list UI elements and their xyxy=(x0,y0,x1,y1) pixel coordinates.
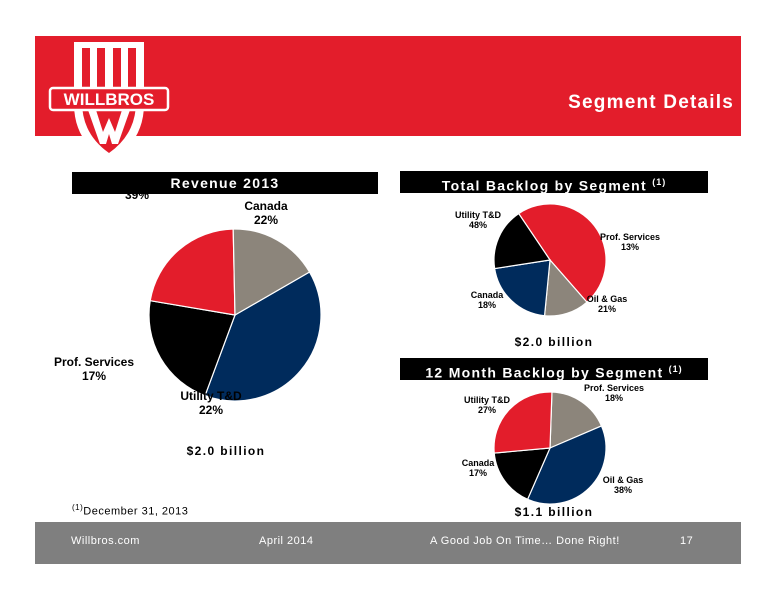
slice-label-name: Canada xyxy=(244,199,288,213)
revenue-total: $2.0 billion xyxy=(186,444,266,458)
slice-label-oil-gas: Oil & Gas 38% xyxy=(603,475,644,495)
slice-label-percent: 18% xyxy=(478,300,496,310)
slice-label-percent: 22% xyxy=(199,403,223,417)
month-backlog-title-text: 12 Month Backlog by Segment xyxy=(425,364,664,381)
slice-label-percent: 13% xyxy=(621,242,639,252)
slice-label-name: Oil & Gas xyxy=(110,174,164,188)
slice-label-name: Utility T&D xyxy=(180,389,242,403)
willbros-logo: WILLBROS xyxy=(48,42,170,162)
revenue-title-text: Revenue 2013 xyxy=(170,175,280,191)
slice-label-prof-services: Prof. Services 13% xyxy=(600,232,660,252)
footer-date: April 2014 xyxy=(259,535,314,547)
pie-slice-utility-t-d xyxy=(493,391,553,454)
pie-slice-oil-gas xyxy=(526,425,607,505)
footnote: (1)December 31, 2013 xyxy=(72,503,188,518)
pie-slice-utility-t-d xyxy=(517,203,607,303)
slice-label-name: Prof. Services xyxy=(54,355,134,369)
slice-label-canada: Canada 18% xyxy=(471,290,505,310)
slice-label-percent: 17% xyxy=(469,468,487,478)
total-backlog-section-title: Total Backlog by Segment (1) xyxy=(400,171,708,194)
pie-slice-utility-t-d xyxy=(149,228,236,316)
slice-label-oil-gas: Oil & Gas 39% xyxy=(110,174,164,202)
month-backlog-note-ref: (1) xyxy=(668,364,683,374)
footnote-text: December 31, 2013 xyxy=(83,505,189,518)
pie-slice-canada xyxy=(493,447,551,501)
footer-bar: Willbros.com April 2014 A Good Job On Ti… xyxy=(35,522,741,564)
page-title: Segment Details xyxy=(568,92,734,113)
slice-label-percent: 39% xyxy=(125,188,149,202)
total-backlog-note-ref: (1) xyxy=(652,177,667,187)
slice-label-name: Canada xyxy=(471,290,505,300)
slice-label-oil-gas: Oil & Gas 21% xyxy=(587,294,628,314)
total-backlog-pie-chart: Utility T&D 48% Prof. Services 13% Oil & Gas… xyxy=(455,203,660,317)
pie-slice-oil-gas xyxy=(493,259,551,317)
total-backlog-total: $2.0 billion xyxy=(514,335,594,349)
pie-slice-canada xyxy=(493,212,552,270)
month-backlog-pie-chart: Prof. Services 18% Oil & Gas 38% Canada 17% Ut… xyxy=(462,383,644,505)
pie-slice-prof-services xyxy=(232,228,311,317)
logo-text: WILLBROS xyxy=(64,90,155,109)
total-backlog-title-text: Total Backlog by Segment xyxy=(441,177,647,194)
slice-label-prof-services: Prof. Services 18% xyxy=(584,383,644,403)
header-banner xyxy=(35,36,741,136)
slice-label-percent: 21% xyxy=(598,304,616,314)
slice-label-name: Utility T&D xyxy=(464,395,510,405)
slice-label-percent: 17% xyxy=(82,369,106,383)
pie-slice-prof-services xyxy=(549,391,603,449)
slice-label-name: Oil & Gas xyxy=(587,294,628,304)
footnote-marker: (1) xyxy=(72,503,84,512)
revenue-section-title: Revenue 2013 xyxy=(72,172,378,194)
pie-slice-oil-gas xyxy=(204,271,322,402)
month-backlog-total: $1.1 billion xyxy=(514,505,594,519)
month-backlog-section-title: 12 Month Backlog by Segment (1) xyxy=(400,358,708,381)
slice-label-percent: 27% xyxy=(478,405,496,415)
slice-label-canada: Canada 22% xyxy=(244,199,288,227)
slice-label-name: Canada xyxy=(462,458,496,468)
footer-page-number: 17 xyxy=(680,535,694,547)
slice-label-percent: 22% xyxy=(254,213,278,227)
slice-label-name: Prof. Services xyxy=(600,232,660,242)
slice-label-canada: Canada 17% xyxy=(462,458,496,478)
pie-slice-canada xyxy=(148,299,236,397)
slice-label-utility-t-d: Utility T&D 48% xyxy=(455,210,501,230)
slice-label-name: Prof. Services xyxy=(584,383,644,393)
slice-label-percent: 38% xyxy=(614,485,632,495)
slice-label-name: Oil & Gas xyxy=(603,475,644,485)
slice-label-percent: 48% xyxy=(469,220,487,230)
slice-label-name: Utility T&D xyxy=(455,210,501,220)
revenue-pie-chart: Oil & Gas 39%Canada 22%Utility T&D 22%Prof.… xyxy=(54,174,322,417)
slice-label-utility-t-d: Utility T&D 22% xyxy=(180,389,242,417)
footer-tagline: A Good Job On Time… Done Right! xyxy=(430,535,620,547)
slice-label-utility-t-d: Utility T&D 27% xyxy=(464,395,510,415)
slice-label-percent: 18% xyxy=(605,393,623,403)
footer-website: Willbros.com xyxy=(71,535,140,547)
slice-label-prof-services: Prof. Services 17% xyxy=(54,355,134,383)
